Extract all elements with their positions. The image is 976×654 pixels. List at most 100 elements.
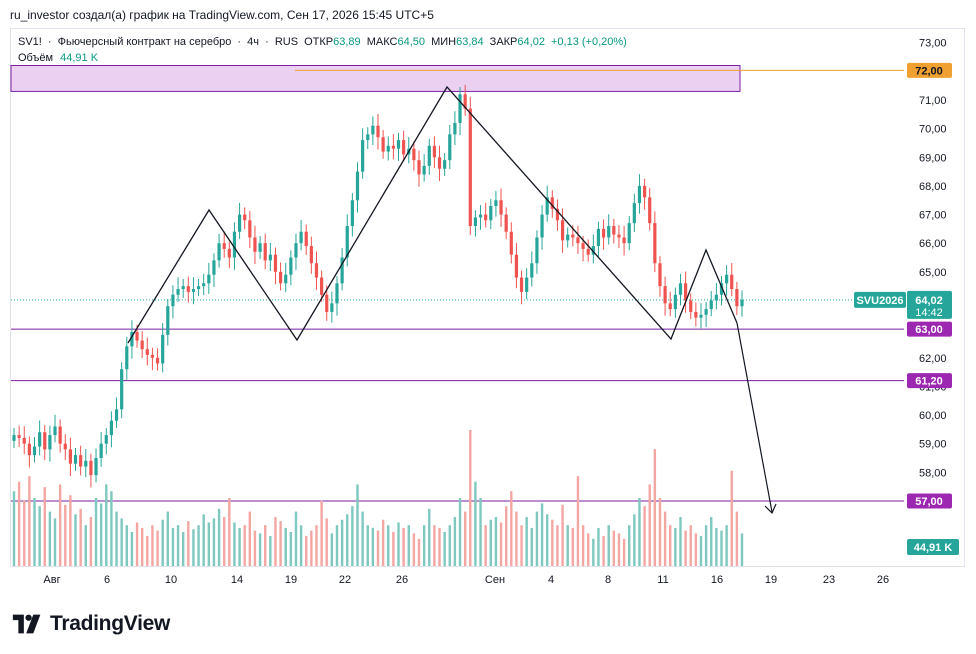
candle-body (581, 243, 585, 249)
volume-bar (556, 525, 559, 566)
y-axis-tick-label: 60,00 (919, 410, 947, 422)
candle-body (642, 185, 647, 198)
candle-body (376, 125, 380, 138)
price-tag-61-20-bg[interactable] (907, 373, 952, 389)
candle-body (525, 277, 529, 292)
legend-separator: · (265, 36, 269, 48)
candle-body (222, 243, 226, 249)
volume-bar (643, 506, 646, 566)
volume-bar (99, 503, 103, 566)
volume-bar (551, 519, 554, 566)
volume-bar (320, 500, 323, 566)
volume-bar (166, 511, 170, 566)
candle-body (68, 449, 72, 464)
volume-bar (704, 525, 708, 566)
candle-body (53, 426, 57, 436)
candle-body (427, 145, 431, 166)
candle-body (361, 140, 365, 172)
candle-body (335, 283, 339, 304)
volume-bar (571, 527, 575, 566)
price-tag-63-bg[interactable] (907, 321, 952, 337)
projection-arrow[interactable] (736, 322, 773, 513)
volume-bar (376, 530, 380, 566)
volume-bar (222, 517, 226, 566)
candle-body (391, 145, 395, 149)
candle-body (304, 231, 308, 247)
volume-bar (366, 525, 369, 566)
candle-body (227, 248, 231, 258)
price-tag-72-bg[interactable] (907, 62, 952, 78)
volume-bar (315, 525, 318, 566)
y-axis-tick-label: 73,00 (919, 38, 947, 50)
volume-legend-label[interactable]: Объём (18, 52, 54, 64)
candle-body (453, 122, 457, 135)
volume-bar (53, 518, 57, 566)
x-axis-tick-label: 22 (339, 574, 351, 586)
volume-bar (207, 522, 211, 566)
candle-body (740, 299, 744, 307)
volume-bar (156, 530, 159, 566)
legend-symbol[interactable]: SV1! (18, 36, 42, 48)
volume-bar (607, 525, 610, 566)
volume-bar (469, 430, 472, 566)
candle-body (289, 257, 293, 275)
price-tag-57-bg[interactable] (907, 493, 952, 509)
symbol-tag-bg[interactable] (854, 291, 906, 308)
volume-bar (453, 517, 457, 566)
volume-bar (371, 527, 375, 566)
candle-body (458, 94, 462, 123)
volume-bar (428, 508, 431, 566)
candle-body (586, 248, 590, 255)
volume-bar (120, 518, 123, 566)
candle-body (114, 409, 119, 421)
candle-body (499, 200, 503, 215)
volume-bar (397, 522, 400, 566)
candle-body (540, 214, 544, 238)
volume-tag-bg[interactable] (907, 539, 959, 555)
x-axis-tick-label: 6 (104, 574, 110, 586)
candle-body (99, 443, 103, 458)
volume-bar (94, 498, 98, 566)
candle-body (725, 274, 729, 284)
projection-arrowhead (764, 503, 777, 515)
pattern-drawing[interactable] (127, 85, 738, 344)
volume-bar (689, 525, 692, 566)
candle-body (381, 137, 385, 152)
candle-body (207, 274, 211, 284)
volume-bar (653, 449, 657, 566)
candle-body (412, 148, 416, 161)
volume-bar (135, 522, 139, 566)
volume-bar (622, 538, 626, 566)
volume-bar (351, 506, 354, 566)
volume-bar (535, 511, 539, 566)
candle-body (627, 223, 631, 244)
volume-bar (115, 511, 118, 566)
symbol-legend: SV1! · Фьючерсный контракт на серебро · … (18, 36, 630, 48)
volume-bar (597, 527, 600, 566)
volume-bar (248, 511, 252, 566)
candle-body (622, 237, 626, 244)
volume-bar (197, 525, 200, 566)
candle-body (607, 226, 611, 238)
legend-timeframe[interactable]: 4ч (247, 36, 260, 48)
volume-bar (684, 530, 687, 566)
candle-body (130, 331, 134, 347)
legend-open-label: ОТКР (304, 36, 334, 48)
tradingview-logo[interactable]: TradingView (12, 612, 170, 636)
candle-body (371, 125, 375, 135)
volume-bar (638, 498, 641, 566)
resistance-zone[interactable] (10, 65, 741, 92)
last-price-tag-bg[interactable] (907, 290, 952, 319)
candle-body (560, 220, 565, 241)
x-axis-tick-label: 10 (165, 574, 177, 586)
candle-body (284, 274, 288, 284)
candle-body (345, 226, 349, 258)
volume-bar (633, 514, 636, 566)
volume-bar (356, 484, 359, 566)
volume-bar (140, 527, 144, 566)
legend-high-label: МАКС (366, 36, 398, 48)
candle-body (571, 234, 575, 238)
y-axis-tick-label: 58,00 (919, 467, 947, 479)
volume-bar (253, 530, 257, 566)
